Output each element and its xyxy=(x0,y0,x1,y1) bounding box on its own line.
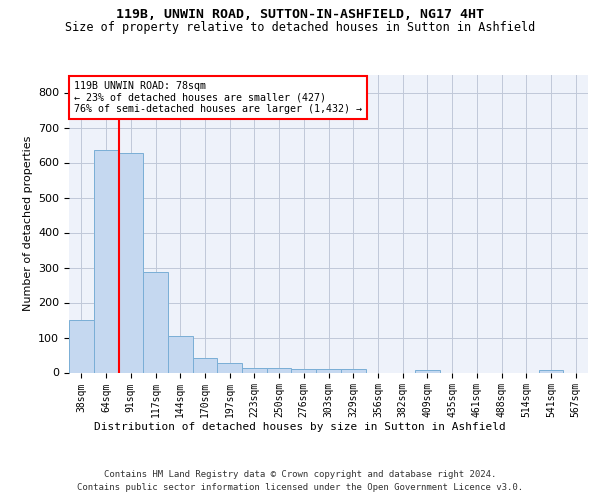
Text: Contains HM Land Registry data © Crown copyright and database right 2024.: Contains HM Land Registry data © Crown c… xyxy=(104,470,496,479)
Bar xyxy=(217,362,242,372)
Bar xyxy=(94,150,118,372)
Text: 119B UNWIN ROAD: 78sqm
← 23% of detached houses are smaller (427)
76% of semi-de: 119B UNWIN ROAD: 78sqm ← 23% of detached… xyxy=(74,81,362,114)
Bar xyxy=(292,369,316,372)
Bar xyxy=(415,370,440,372)
Bar xyxy=(539,370,563,372)
Bar xyxy=(143,272,168,372)
Bar xyxy=(341,370,365,372)
Bar xyxy=(316,370,341,372)
Bar xyxy=(193,358,217,372)
Text: Size of property relative to detached houses in Sutton in Ashfield: Size of property relative to detached ho… xyxy=(65,22,535,35)
Bar xyxy=(267,368,292,372)
Bar xyxy=(69,320,94,372)
Y-axis label: Number of detached properties: Number of detached properties xyxy=(23,136,32,312)
Bar xyxy=(168,336,193,372)
Text: Distribution of detached houses by size in Sutton in Ashfield: Distribution of detached houses by size … xyxy=(94,422,506,432)
Bar xyxy=(242,368,267,372)
Text: 119B, UNWIN ROAD, SUTTON-IN-ASHFIELD, NG17 4HT: 119B, UNWIN ROAD, SUTTON-IN-ASHFIELD, NG… xyxy=(116,8,484,20)
Text: Contains public sector information licensed under the Open Government Licence v3: Contains public sector information licen… xyxy=(77,482,523,492)
Bar xyxy=(118,153,143,372)
